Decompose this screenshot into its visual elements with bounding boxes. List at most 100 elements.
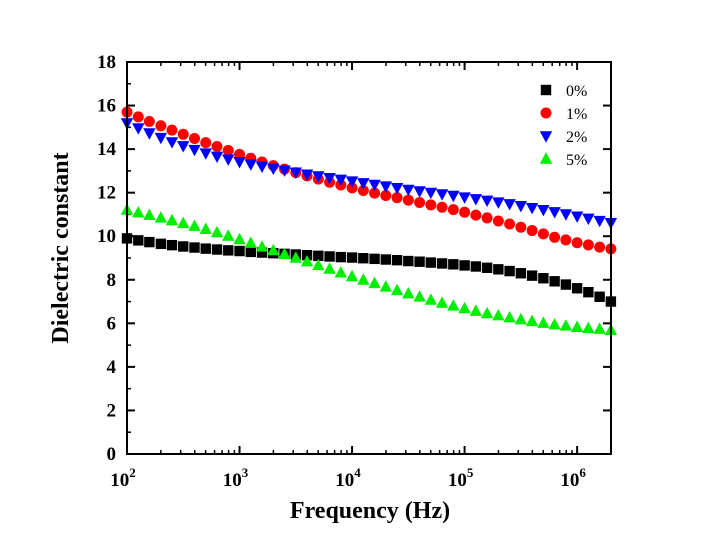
data-point (582, 321, 595, 334)
legend-item: 0% (540, 83, 587, 100)
data-point (448, 259, 459, 270)
data-point (436, 201, 448, 213)
legend-label: 0% (566, 83, 587, 100)
data-point (200, 137, 212, 149)
data-point (459, 260, 470, 271)
data-point (199, 222, 212, 234)
x-tick-label: 104 (335, 465, 361, 491)
data-point (515, 221, 527, 233)
series-4 (120, 203, 618, 336)
x-tick-label: 103 (223, 465, 249, 491)
data-point (368, 179, 381, 192)
data-point (538, 273, 549, 284)
legend-item: 2% (539, 129, 587, 146)
y-tick-label: 14 (97, 139, 117, 160)
data-point (222, 154, 235, 166)
data-point (560, 234, 572, 246)
data-point (481, 262, 493, 273)
data-point (582, 213, 595, 226)
data-point (178, 241, 189, 252)
data-point (481, 212, 493, 224)
data-point (492, 309, 505, 321)
data-point (323, 172, 336, 185)
data-point (132, 206, 145, 218)
data-point (571, 283, 583, 294)
data-point (358, 253, 369, 264)
data-point (132, 111, 144, 123)
data-point (413, 186, 426, 198)
data-point (425, 199, 437, 211)
data-point (594, 291, 605, 302)
data-point (234, 245, 245, 257)
data-point (210, 151, 224, 163)
data-point (402, 287, 415, 299)
data-point (323, 262, 336, 274)
data-point (345, 176, 359, 188)
y-tick-label: 16 (97, 96, 116, 117)
data-point (458, 301, 471, 314)
data-point (346, 252, 358, 263)
y-tick-label: 12 (97, 183, 116, 204)
plot-frame (126, 61, 612, 455)
legend-label: 1% (566, 106, 587, 123)
data-point (514, 201, 528, 213)
data-point (447, 204, 459, 216)
data-point (570, 211, 584, 223)
data-point (436, 258, 448, 269)
data-point (144, 236, 155, 248)
data-point (369, 253, 380, 265)
x-tick-label: 106 (560, 465, 586, 491)
data-point (255, 161, 269, 174)
data-point (504, 265, 515, 277)
data-point (480, 306, 494, 319)
data-point (583, 286, 594, 298)
y-tick-label: 6 (107, 313, 117, 334)
data-point (155, 120, 167, 132)
data-point (492, 215, 504, 227)
series-3 (120, 118, 618, 230)
y-axis-title: Dielectric constant (48, 152, 74, 343)
data-point (289, 251, 302, 263)
data-point (537, 316, 550, 328)
data-point (559, 209, 573, 221)
data-point (549, 276, 560, 287)
data-point (458, 192, 471, 204)
data-point (414, 196, 426, 208)
data-point (189, 242, 200, 253)
data-point (357, 273, 370, 285)
legend-label: 2% (566, 129, 587, 146)
data-point (459, 206, 471, 218)
data-point (143, 128, 156, 140)
legend-item: 5% (539, 152, 587, 169)
data-point (514, 312, 528, 325)
data-point (312, 258, 325, 271)
data-point (188, 219, 201, 231)
legend-label: 5% (566, 152, 587, 169)
data-point (345, 269, 359, 282)
legend-swatch (540, 107, 552, 119)
data-point (300, 169, 314, 181)
data-point (537, 204, 550, 217)
data-point (402, 194, 414, 206)
data-point (593, 215, 606, 228)
data-point (435, 296, 449, 308)
data-point (379, 280, 393, 292)
data-point (582, 239, 594, 251)
data-point (312, 171, 325, 183)
data-point (594, 241, 606, 253)
data-point (233, 157, 246, 169)
data-point (380, 254, 392, 265)
data-point (278, 165, 291, 177)
data-point (402, 184, 415, 197)
data-point (469, 194, 483, 206)
data-point (210, 225, 224, 238)
data-point (155, 238, 167, 250)
data-point (492, 197, 505, 209)
legend-swatch (539, 152, 553, 164)
data-point (177, 141, 190, 153)
data-point (133, 235, 144, 246)
data-point (132, 123, 145, 135)
data-point (166, 239, 178, 251)
data-point (222, 229, 235, 241)
